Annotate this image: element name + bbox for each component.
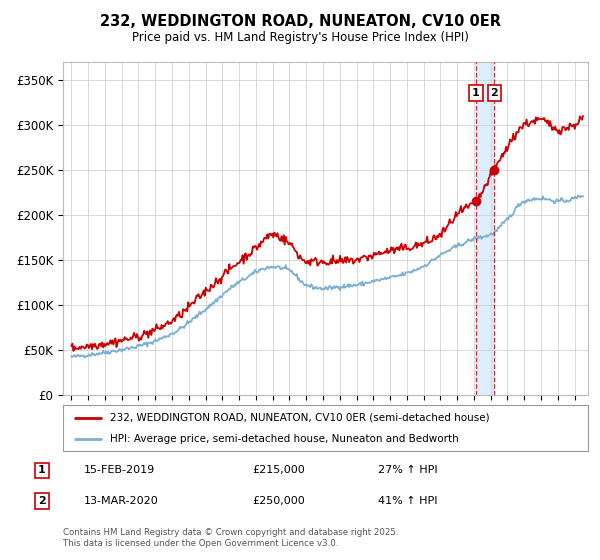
Text: 232, WEDDINGTON ROAD, NUNEATON, CV10 0ER: 232, WEDDINGTON ROAD, NUNEATON, CV10 0ER bbox=[100, 14, 500, 29]
Text: 232, WEDDINGTON ROAD, NUNEATON, CV10 0ER (semi-detached house): 232, WEDDINGTON ROAD, NUNEATON, CV10 0ER… bbox=[110, 413, 490, 423]
Text: £250,000: £250,000 bbox=[252, 496, 305, 506]
Text: HPI: Average price, semi-detached house, Nuneaton and Bedworth: HPI: Average price, semi-detached house,… bbox=[110, 435, 459, 444]
Text: 41% ↑ HPI: 41% ↑ HPI bbox=[378, 496, 437, 506]
Text: 1: 1 bbox=[472, 88, 480, 98]
Text: 15-FEB-2019: 15-FEB-2019 bbox=[84, 465, 155, 475]
Text: Contains HM Land Registry data © Crown copyright and database right 2025.
This d: Contains HM Land Registry data © Crown c… bbox=[63, 528, 398, 548]
Text: 27% ↑ HPI: 27% ↑ HPI bbox=[378, 465, 437, 475]
Text: 2: 2 bbox=[38, 496, 46, 506]
Text: Price paid vs. HM Land Registry's House Price Index (HPI): Price paid vs. HM Land Registry's House … bbox=[131, 31, 469, 44]
Text: 1: 1 bbox=[38, 465, 46, 475]
Text: £215,000: £215,000 bbox=[252, 465, 305, 475]
Text: 13-MAR-2020: 13-MAR-2020 bbox=[84, 496, 159, 506]
Text: 2: 2 bbox=[490, 88, 498, 98]
Bar bbox=[476, 62, 494, 395]
